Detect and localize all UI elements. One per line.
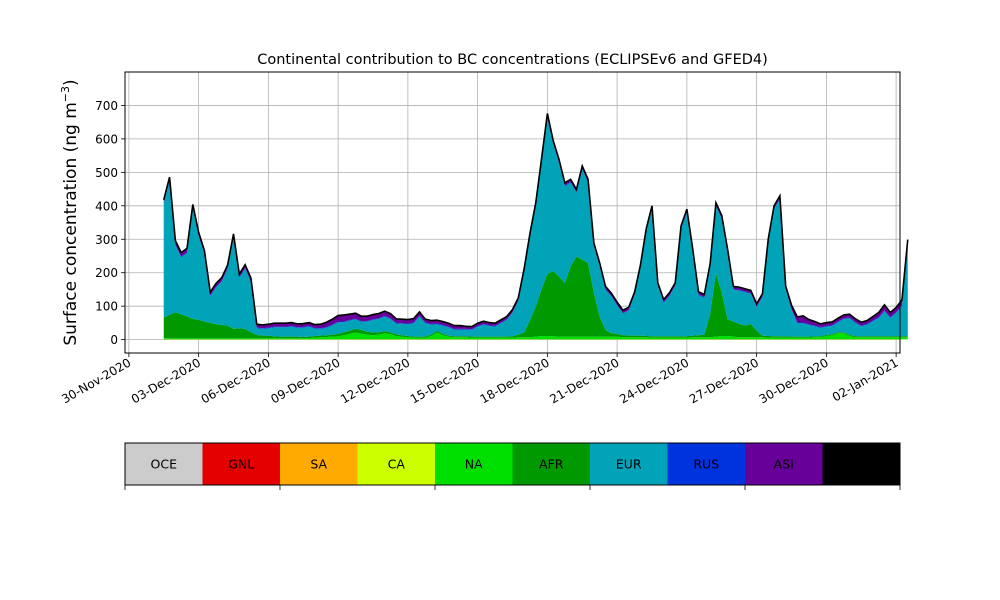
x-tick-label: 06-Dec-2020 (199, 355, 273, 406)
x-tick-label: 09-Dec-2020 (268, 355, 342, 406)
area-series-na (163, 332, 908, 340)
legend-swatch-asi (745, 443, 823, 485)
x-tick-label: 30-Dec-2020 (757, 355, 831, 406)
area-series-eur (163, 116, 908, 337)
y-tick-label: 100 (95, 300, 118, 314)
x-tick-label: 18-Dec-2020 (478, 355, 552, 406)
legend-label: AUS (848, 457, 874, 472)
legend-swatch-na (435, 443, 513, 485)
legend-label: ASI (774, 457, 794, 472)
y-tick-label: 700 (95, 99, 118, 113)
x-tick-label: 27-Dec-2020 (687, 355, 761, 406)
legend-label: EUR (616, 457, 642, 472)
y-axis-label-close: ) (61, 79, 81, 86)
legend-label: RUS (693, 457, 719, 472)
x-tick-label: 12-Dec-2020 (338, 355, 412, 406)
legend-label: AFR (539, 457, 564, 472)
legend-swatch-ca (357, 443, 435, 485)
x-tick-label: 02-Jan-2021 (830, 355, 901, 404)
legend: OCE GNL SA CA NA AFR EUR RUS ASI AUS (124, 442, 901, 490)
area-series-afr (163, 256, 908, 339)
legend-swatch-gnl (202, 443, 280, 485)
y-axis-label-main: Surface concentration (ng m (61, 102, 81, 345)
legend-label: GNL (228, 457, 254, 472)
y-tick-label: 400 (95, 199, 118, 213)
y-axis-label-exponent: −3 (59, 86, 72, 102)
y-tick-label: 0 (110, 333, 118, 347)
legend-swatch-oce (125, 443, 203, 485)
plot-frame (124, 71, 901, 354)
y-axis-label: Surface concentration (ng m−3) (59, 79, 81, 345)
legend-label: SA (310, 457, 327, 472)
x-tick-label: 21-Dec-2020 (547, 355, 621, 406)
y-tick-label: 300 (95, 233, 118, 247)
legend-label: NA (465, 457, 483, 472)
y-tick-label: 200 (95, 266, 118, 280)
y-tick-label: 500 (95, 166, 118, 180)
legend-swatch-sa (280, 443, 358, 485)
x-tick-label: 30-Nov-2020 (59, 355, 133, 406)
total-line (162, 113, 909, 328)
legend-swatch-afr (512, 443, 590, 485)
x-tick-label: 15-Dec-2020 (408, 355, 482, 406)
legend-label: CA (388, 457, 406, 472)
chart-title: Continental contribution to BC concentra… (257, 52, 768, 68)
x-tick-label: 24-Dec-2020 (617, 355, 691, 406)
legend-swatch-rus (667, 443, 745, 485)
legend-frame (124, 442, 901, 486)
legend-swatch-eur (590, 443, 668, 485)
y-tick-label: 600 (95, 132, 118, 146)
plot-area (162, 113, 909, 340)
legend-label: OCE (151, 457, 178, 472)
legend-swatch-aus (822, 443, 900, 485)
x-tick-label: 03-Dec-2020 (129, 355, 203, 406)
